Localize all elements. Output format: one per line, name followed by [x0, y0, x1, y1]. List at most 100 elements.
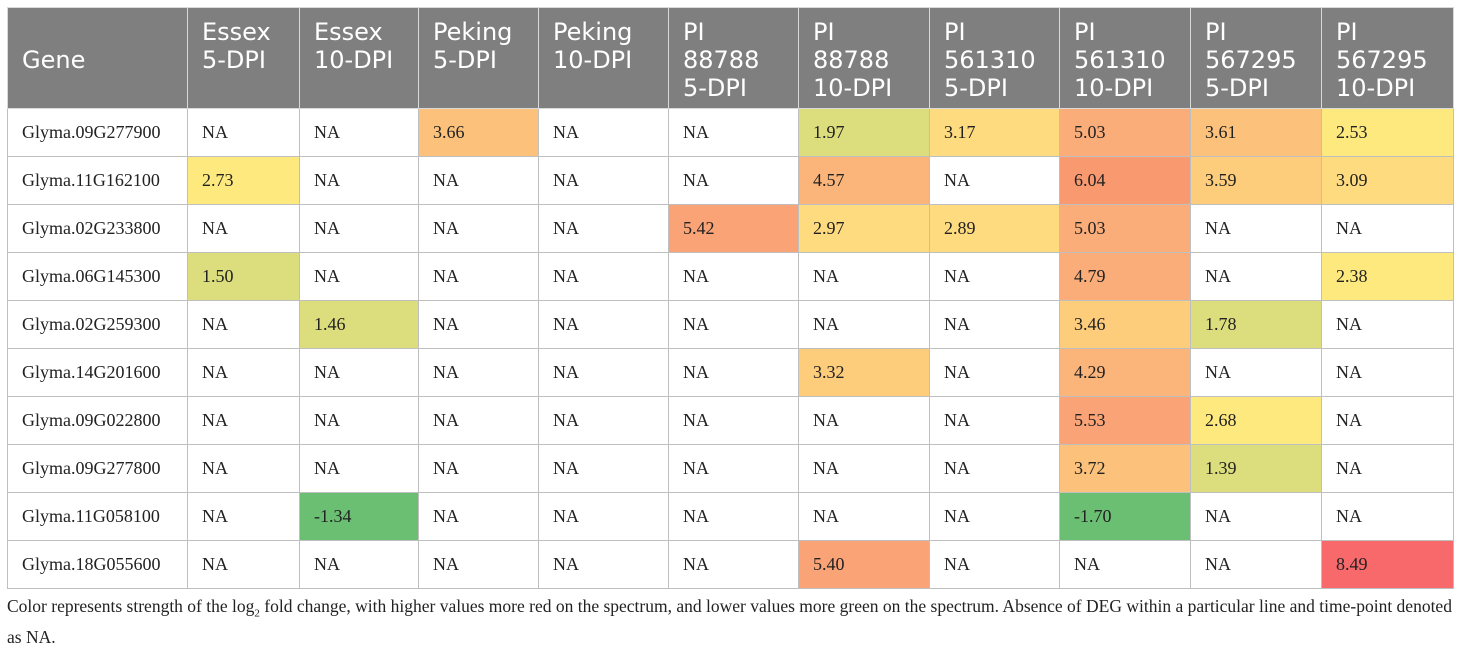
value-cell: NA [1190, 204, 1322, 253]
value-cell: 2.97 [798, 204, 930, 253]
value-cell: NA [929, 444, 1060, 493]
column-header: PI 567295 10-DPI [1321, 7, 1454, 109]
gene-cell: Glyma.02G233800 [7, 204, 188, 253]
value-cell: 5.03 [1059, 204, 1191, 253]
value-cell: NA [929, 300, 1060, 349]
value-cell: NA [299, 348, 419, 397]
value-cell: NA [418, 444, 539, 493]
value-cell: NA [1321, 300, 1454, 349]
gene-cell: Glyma.06G145300 [7, 252, 188, 301]
value-cell: NA [538, 252, 669, 301]
value-cell: 1.46 [299, 300, 419, 349]
value-cell: 4.79 [1059, 252, 1191, 301]
value-cell: NA [668, 444, 799, 493]
value-cell: -1.34 [299, 492, 419, 541]
value-cell: NA [538, 108, 669, 157]
table-row: Glyma.09G277800 NA NA NA NA NA NA NA 3.72 1.39 NA [7, 444, 1454, 493]
value-cell: 1.78 [1190, 300, 1322, 349]
value-cell: NA [798, 444, 930, 493]
column-header: Essex 10-DPI [299, 7, 419, 109]
column-header: Peking 5-DPI [418, 7, 539, 109]
column-header: PI 561310 5-DPI [929, 7, 1060, 109]
column-header-line: 5-DPI [202, 46, 266, 74]
caption-text-part1: Color represents strength of the log [7, 596, 255, 616]
column-header-line: PI [1205, 18, 1227, 46]
table-row: Glyma.14G201600 NA NA NA NA NA 3.32 NA 4.29 NA NA [7, 348, 1454, 397]
value-cell: NA [1321, 444, 1454, 493]
value-cell: 3.32 [798, 348, 930, 397]
deg-table: Gene Essex 5-DPI Essex 10-DPI Peking 5-DPI Peki… [7, 7, 1454, 589]
column-header-line: Gene [22, 46, 86, 74]
value-cell: NA [929, 156, 1060, 205]
value-cell: NA [418, 204, 539, 253]
column-header-line: PI [944, 18, 966, 46]
column-header-line: 5-DPI [683, 74, 747, 102]
column-header: PI 88788 10-DPI [798, 7, 930, 109]
value-cell: 2.68 [1190, 396, 1322, 445]
value-cell: NA [1190, 540, 1322, 589]
gene-cell: Glyma.18G055600 [7, 540, 188, 589]
value-cell: NA [538, 348, 669, 397]
value-cell: NA [299, 156, 419, 205]
table-row: Glyma.06G145300 1.50 NA NA NA NA NA NA 4.79 NA 2.3… [7, 252, 1454, 301]
column-header-line: Peking [433, 18, 513, 46]
column-header-line: 561310 [944, 46, 1036, 74]
value-cell: NA [187, 300, 300, 349]
value-cell: NA [187, 396, 300, 445]
gene-cell: Glyma.11G162100 [7, 156, 188, 205]
caption-subscript: 2 [254, 607, 260, 620]
value-cell: NA [418, 348, 539, 397]
value-cell: 3.61 [1190, 108, 1322, 157]
value-cell: NA [418, 156, 539, 205]
column-header: Essex 5-DPI [187, 7, 300, 109]
column-header-line: 10-DPI [1336, 74, 1416, 102]
column-header: Peking 10-DPI [538, 7, 669, 109]
column-header-line: Peking [553, 18, 633, 46]
value-cell: NA [798, 252, 930, 301]
value-cell: NA [299, 108, 419, 157]
column-header-line: 5-DPI [1205, 74, 1269, 102]
value-cell: NA [538, 444, 669, 493]
value-cell: NA [418, 396, 539, 445]
value-cell: NA [187, 108, 300, 157]
value-cell: 4.29 [1059, 348, 1191, 397]
value-cell: NA [418, 492, 539, 541]
column-header: PI 88788 5-DPI [668, 7, 799, 109]
column-header-line: 10-DPI [1074, 74, 1154, 102]
gene-cell: Glyma.09G277800 [7, 444, 188, 493]
value-cell: 5.03 [1059, 108, 1191, 157]
value-cell: NA [668, 348, 799, 397]
value-cell: NA [299, 540, 419, 589]
value-cell: NA [418, 252, 539, 301]
value-cell: NA [668, 108, 799, 157]
value-cell: 1.50 [187, 252, 300, 301]
column-header-line: Essex [314, 18, 383, 46]
column-header-line: 10-DPI [553, 46, 633, 74]
gene-cell: Glyma.09G022800 [7, 396, 188, 445]
gene-cell: Glyma.11G058100 [7, 492, 188, 541]
value-cell: 1.97 [798, 108, 930, 157]
value-cell: NA [187, 540, 300, 589]
value-cell: 3.17 [929, 108, 1060, 157]
caption-text-part2: fold change, with higher values more red… [7, 596, 1452, 647]
column-header-line: PI [813, 18, 835, 46]
value-cell: NA [299, 204, 419, 253]
value-cell: NA [187, 348, 300, 397]
value-cell: NA [538, 300, 669, 349]
value-cell: 5.53 [1059, 396, 1191, 445]
value-cell: NA [538, 492, 669, 541]
value-cell: NA [1190, 348, 1322, 397]
column-header-line: PI [1074, 18, 1096, 46]
value-cell: 2.73 [187, 156, 300, 205]
gene-cell: Glyma.02G259300 [7, 300, 188, 349]
value-cell: 3.66 [418, 108, 539, 157]
value-cell: NA [1190, 492, 1322, 541]
value-cell: 6.04 [1059, 156, 1191, 205]
value-cell: NA [929, 492, 1060, 541]
value-cell: 2.53 [1321, 108, 1454, 157]
value-cell: NA [668, 156, 799, 205]
gene-cell: Glyma.14G201600 [7, 348, 188, 397]
value-cell: NA [299, 396, 419, 445]
column-header: PI 561310 10-DPI [1059, 7, 1191, 109]
value-cell: NA [538, 396, 669, 445]
